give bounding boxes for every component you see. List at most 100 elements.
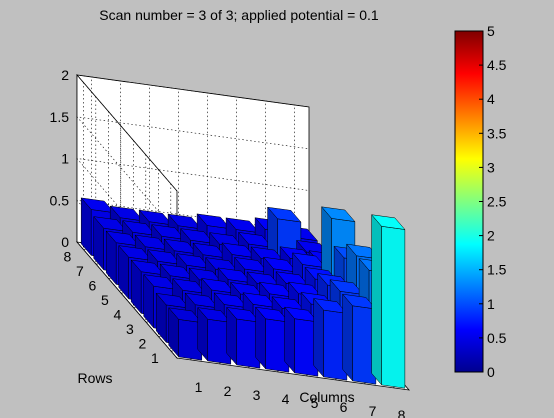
bar-front-face: [381, 226, 406, 389]
bar-top-face: [93, 216, 128, 232]
bar-side-face: [313, 297, 324, 378]
bar-top-face: [168, 307, 203, 323]
z-tick-label: 0.5: [50, 192, 70, 208]
bar-top-face: [138, 209, 174, 226]
bar-top-face: [122, 220, 157, 236]
colorbar-tick-label: 2.5: [487, 194, 507, 210]
x-tick-label: 8: [398, 407, 406, 418]
bar-top-face: [118, 245, 153, 261]
bar-top-face: [201, 278, 236, 294]
x-tick-label: 4: [282, 391, 290, 407]
colorbar-tick-label: 1: [487, 296, 495, 312]
bar-1-5: [283, 306, 319, 377]
bar-top-face: [266, 206, 302, 223]
z-tick-label: 2: [61, 67, 69, 83]
bar-top-face: [225, 217, 261, 234]
bar-top-face: [226, 307, 261, 323]
bar-top-face: [184, 292, 219, 309]
bar-side-face: [371, 214, 382, 386]
grid-line-z: [76, 116, 310, 233]
z-tick-label: 1: [61, 151, 69, 167]
y-tick-label: 1: [151, 350, 159, 366]
bar-top-face: [179, 228, 215, 244]
bar-top-face: [217, 267, 253, 284]
y-tick-label: 3: [126, 321, 134, 337]
y-tick-label: 5: [101, 292, 109, 308]
x-tick-label: 7: [369, 403, 377, 418]
colorbar-ticks: 0 0.5 1 1.5 2 2.5 3 3.5 4 4.5 5: [479, 23, 507, 380]
bar-1-2: [197, 306, 232, 365]
bar-top-face: [262, 256, 298, 273]
bar-top-face: [167, 213, 203, 230]
colorbar: 0 0.5 1 1.5 2 2.5 3 3.5 4 4.5 5: [454, 23, 507, 380]
y-tick-label: 4: [113, 306, 121, 322]
bar-top-face: [151, 224, 186, 240]
colorbar-tick-label: 1.5: [487, 262, 507, 278]
x-tick-label: 6: [340, 399, 348, 415]
colorbar-tick-label: 4.5: [487, 57, 507, 73]
bar-1-7: [341, 293, 377, 385]
bar-top-face: [320, 206, 356, 222]
bar-side-face: [342, 293, 353, 382]
bar-1-6: [312, 297, 348, 381]
bar-top-face: [242, 292, 278, 308]
chart-title: Scan number = 3 of 3; applied potential …: [99, 7, 379, 23]
bar-top-face: [109, 205, 144, 222]
bar-top-face: [159, 263, 194, 280]
colorbar-tick-label: 3.5: [487, 125, 507, 141]
bar-top-face: [105, 230, 140, 247]
bar-top-face: [163, 238, 199, 255]
y-tick-label: 8: [63, 248, 71, 264]
colorbar-tick-label: 3: [487, 159, 495, 175]
bar-top-face: [197, 307, 232, 323]
bar-1-3: [226, 306, 261, 369]
bar-top-face: [221, 242, 257, 259]
z-tick-label: 1.5: [50, 109, 70, 125]
bar-top-face: [329, 279, 365, 295]
bar-top-face: [341, 293, 377, 310]
x-tick-label: 3: [253, 387, 261, 403]
bar-top-face: [370, 214, 406, 230]
bars: [80, 197, 406, 389]
bar-top-face: [80, 197, 115, 214]
colorbar-gradient: [454, 30, 484, 373]
bar-1-4: [254, 306, 290, 373]
colorbar-tick-label: 0: [487, 364, 495, 380]
colorbar-tick-label: 2: [487, 228, 495, 244]
bar-top-face: [283, 306, 319, 323]
bar-top-face: [233, 257, 269, 273]
bar-top-face: [134, 234, 169, 251]
bar-top-face: [155, 292, 190, 309]
x-tick-label: 2: [224, 383, 232, 399]
bar-top-face: [196, 213, 232, 230]
y-axis-label: Rows: [77, 370, 112, 386]
bar-top-face: [258, 281, 294, 298]
x-tick-label: 1: [195, 379, 203, 395]
x-axis-label: Columns: [299, 389, 354, 405]
bar-top-face: [147, 249, 182, 265]
bar-top-face: [130, 259, 165, 276]
bar-top-face: [172, 278, 207, 294]
bar-top-face: [213, 292, 249, 309]
bar-top-face: [291, 252, 327, 269]
bar-top-face: [176, 253, 211, 269]
bar-top-face: [312, 298, 348, 314]
colorbar-tick-label: 5: [487, 23, 495, 39]
bar-top-face: [143, 274, 178, 290]
bar-top-face: [254, 306, 290, 323]
bar-1-8: [370, 214, 406, 389]
bar-top-face: [237, 232, 273, 248]
x-tick-label: 5: [311, 395, 319, 411]
grid-line-z: [76, 74, 310, 192]
y-tick-label: 7: [76, 263, 84, 279]
colorbar-tick-label: 0.5: [487, 330, 507, 346]
y-tick-label: 6: [88, 277, 96, 293]
z-tick-label: 0: [61, 234, 69, 250]
y-tick-label: 2: [138, 335, 146, 351]
grid-line-z: [76, 158, 310, 275]
bar-top-face: [192, 242, 228, 259]
colorbar-tick-label: 4: [487, 91, 495, 107]
